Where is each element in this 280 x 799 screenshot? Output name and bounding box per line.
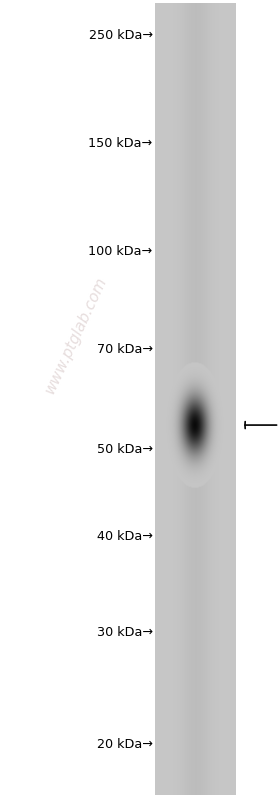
Text: www.ptglab.com: www.ptglab.com — [42, 275, 109, 396]
Text: 250 kDa→: 250 kDa→ — [88, 30, 153, 42]
Text: 150 kDa→: 150 kDa→ — [88, 137, 153, 150]
Text: 40 kDa→: 40 kDa→ — [97, 531, 153, 543]
Text: 50 kDa→: 50 kDa→ — [97, 443, 153, 455]
Text: 70 kDa→: 70 kDa→ — [97, 344, 153, 356]
Text: 100 kDa→: 100 kDa→ — [88, 245, 153, 258]
Text: 30 kDa→: 30 kDa→ — [97, 626, 153, 639]
Text: 20 kDa→: 20 kDa→ — [97, 738, 153, 751]
